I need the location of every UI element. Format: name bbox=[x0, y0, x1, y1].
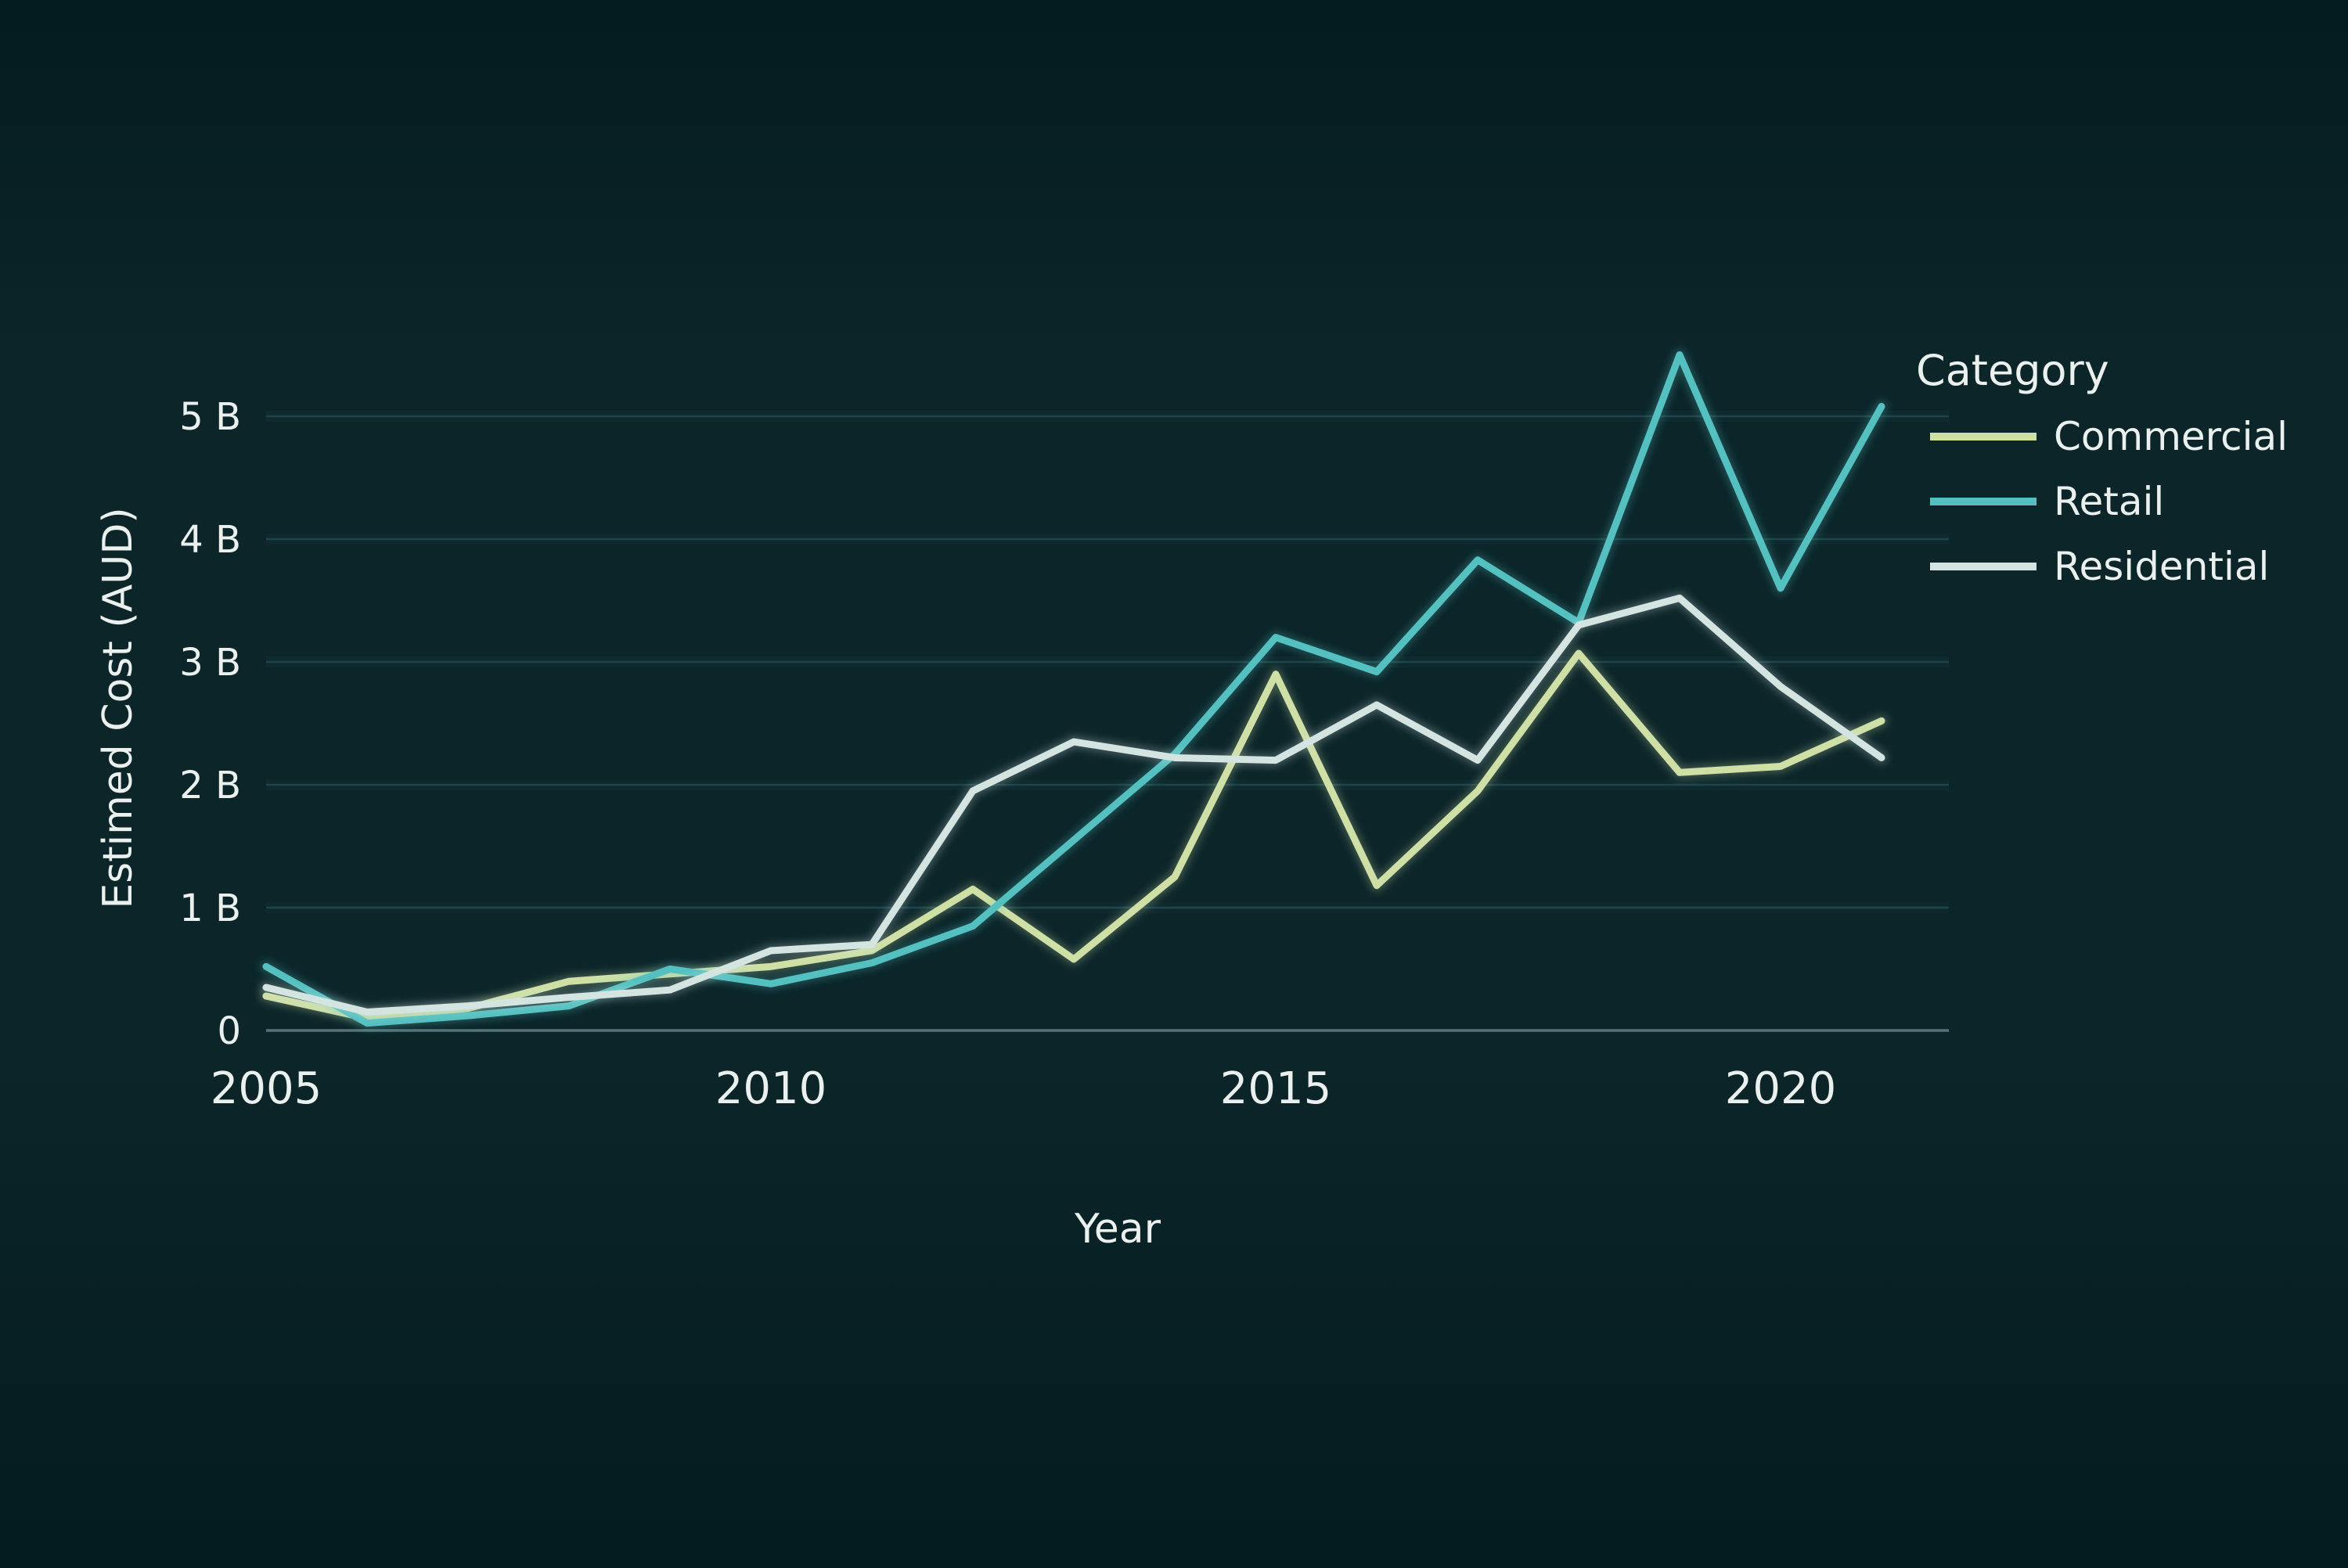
series-line-commercial bbox=[262, 649, 1885, 1022]
y-tick-label: 5 B bbox=[179, 395, 241, 439]
legend-label: Residential bbox=[2054, 544, 2269, 589]
legend-item-retail[interactable]: Retail bbox=[1930, 479, 2164, 524]
y-tick-label: 0 bbox=[217, 1009, 241, 1053]
series-line-residential bbox=[262, 594, 1885, 1016]
series-line-retail bbox=[262, 351, 1885, 1027]
y-tick-label: 3 B bbox=[179, 641, 241, 685]
x-tick-label: 2015 bbox=[1220, 1063, 1332, 1114]
y-tick-label: 4 B bbox=[179, 518, 241, 562]
x-axis-tick-labels: 2005 2010 2015 2020 bbox=[211, 1063, 1837, 1114]
legend-label: Commercial bbox=[2054, 414, 2288, 459]
legend-label: Retail bbox=[2054, 479, 2164, 524]
grid-lines bbox=[266, 411, 1949, 1032]
legend-title: Category bbox=[1916, 346, 2109, 395]
x-axis-title: Year bbox=[1074, 1206, 1161, 1253]
y-axis-title: Estimed Cost (AUD) bbox=[95, 507, 142, 908]
x-tick-label: 2020 bbox=[1725, 1063, 1837, 1114]
y-tick-label: 2 B bbox=[179, 764, 241, 807]
legend-item-commercial[interactable]: Commercial bbox=[1930, 414, 2288, 459]
legend: Category Commercial Retail Residential bbox=[1916, 346, 2288, 589]
y-tick-label: 1 B bbox=[179, 886, 241, 930]
data-series-lines bbox=[260, 348, 1888, 1030]
y-axis-tick-labels: 0 1 B 2 B 3 B 4 B 5 B bbox=[179, 395, 241, 1053]
x-tick-label: 2005 bbox=[211, 1063, 322, 1114]
x-tick-label: 2010 bbox=[715, 1063, 827, 1114]
legend-item-residential[interactable]: Residential bbox=[1930, 544, 2269, 589]
